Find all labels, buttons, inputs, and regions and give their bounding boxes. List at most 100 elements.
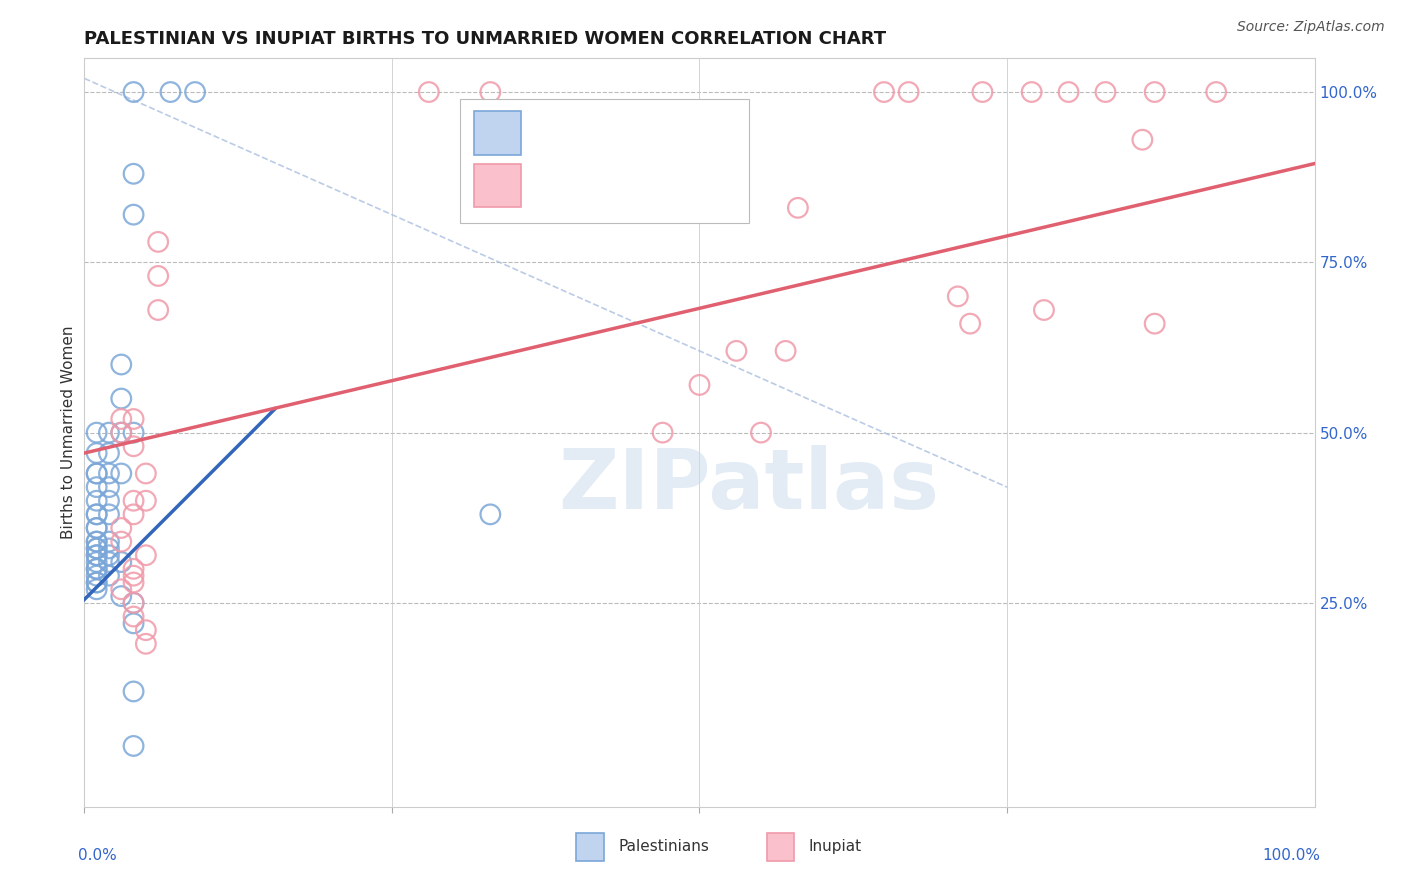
Point bbox=[86, 508, 108, 522]
Point bbox=[479, 508, 502, 522]
Point bbox=[159, 85, 181, 99]
Point bbox=[749, 425, 772, 440]
Point bbox=[110, 589, 132, 603]
Point bbox=[98, 534, 120, 549]
Point bbox=[651, 425, 673, 440]
Point bbox=[122, 596, 145, 610]
Text: Palestinians: Palestinians bbox=[619, 839, 709, 855]
Point bbox=[98, 467, 120, 481]
Point bbox=[148, 303, 170, 318]
Point bbox=[725, 343, 748, 358]
Point bbox=[1033, 303, 1056, 318]
Text: ZIPatlas: ZIPatlas bbox=[558, 444, 939, 525]
Point bbox=[86, 493, 108, 508]
Point bbox=[122, 609, 145, 624]
Point bbox=[959, 317, 981, 331]
Point bbox=[86, 541, 108, 556]
Point bbox=[1130, 133, 1153, 147]
Text: Source: ZipAtlas.com: Source: ZipAtlas.com bbox=[1237, 20, 1385, 34]
Point bbox=[1205, 85, 1227, 99]
FancyBboxPatch shape bbox=[768, 833, 794, 861]
Point bbox=[86, 575, 108, 590]
Point bbox=[135, 623, 157, 637]
Point bbox=[418, 85, 440, 99]
Point bbox=[184, 85, 207, 99]
Point bbox=[135, 467, 157, 481]
Text: R = 0.583: R = 0.583 bbox=[536, 177, 626, 194]
Point bbox=[86, 534, 108, 549]
Point bbox=[86, 555, 108, 569]
Point bbox=[122, 684, 145, 698]
Point bbox=[689, 378, 711, 392]
Point bbox=[98, 446, 120, 460]
Point bbox=[86, 568, 108, 582]
Point bbox=[135, 493, 157, 508]
Point bbox=[122, 439, 145, 453]
FancyBboxPatch shape bbox=[576, 833, 603, 861]
Point bbox=[479, 85, 502, 99]
Text: N = 49: N = 49 bbox=[650, 124, 717, 142]
Point bbox=[98, 508, 120, 522]
Point bbox=[98, 548, 120, 562]
FancyBboxPatch shape bbox=[474, 112, 522, 154]
Point bbox=[1094, 85, 1116, 99]
Point bbox=[110, 392, 132, 406]
Text: N = 44: N = 44 bbox=[650, 177, 717, 194]
Point bbox=[98, 555, 120, 569]
Text: R = 0.189: R = 0.189 bbox=[536, 124, 626, 142]
Point bbox=[135, 548, 157, 562]
Point bbox=[1021, 85, 1043, 99]
Point bbox=[148, 268, 170, 283]
Point bbox=[122, 562, 145, 576]
Point bbox=[110, 425, 132, 440]
Point bbox=[86, 562, 108, 576]
Point bbox=[148, 235, 170, 249]
Point bbox=[86, 562, 108, 576]
Point bbox=[98, 480, 120, 494]
Point bbox=[946, 289, 969, 303]
Point bbox=[122, 568, 145, 582]
Text: PALESTINIAN VS INUPIAT BIRTHS TO UNMARRIED WOMEN CORRELATION CHART: PALESTINIAN VS INUPIAT BIRTHS TO UNMARRI… bbox=[84, 30, 887, 48]
Point bbox=[122, 508, 145, 522]
Point bbox=[110, 555, 132, 569]
Point bbox=[110, 358, 132, 372]
Point bbox=[86, 467, 108, 481]
Point bbox=[122, 85, 145, 99]
Point bbox=[86, 582, 108, 597]
FancyBboxPatch shape bbox=[474, 163, 522, 207]
Point bbox=[897, 85, 920, 99]
Point bbox=[873, 85, 896, 99]
Point bbox=[86, 548, 108, 562]
Point bbox=[122, 596, 145, 610]
Point bbox=[86, 446, 108, 460]
FancyBboxPatch shape bbox=[460, 99, 749, 223]
Point bbox=[86, 508, 108, 522]
Point bbox=[122, 575, 145, 590]
Point bbox=[86, 575, 108, 590]
Text: 0.0%: 0.0% bbox=[79, 848, 117, 863]
Point bbox=[86, 541, 108, 556]
Point bbox=[86, 534, 108, 549]
Point bbox=[775, 343, 797, 358]
Point bbox=[86, 467, 108, 481]
Point bbox=[86, 521, 108, 535]
Text: Inupiat: Inupiat bbox=[808, 839, 862, 855]
Point bbox=[110, 534, 132, 549]
Point bbox=[110, 412, 132, 426]
Point bbox=[122, 493, 145, 508]
Point bbox=[1057, 85, 1080, 99]
Point bbox=[98, 568, 120, 582]
Point bbox=[122, 412, 145, 426]
Point bbox=[110, 425, 132, 440]
Point bbox=[122, 208, 145, 222]
Point bbox=[110, 467, 132, 481]
Text: 100.0%: 100.0% bbox=[1263, 848, 1320, 863]
Point bbox=[122, 425, 145, 440]
Point bbox=[98, 493, 120, 508]
Point bbox=[86, 548, 108, 562]
Point bbox=[86, 425, 108, 440]
Point bbox=[122, 739, 145, 753]
Point bbox=[110, 582, 132, 597]
Point bbox=[122, 167, 145, 181]
Y-axis label: Births to Unmarried Women: Births to Unmarried Women bbox=[60, 326, 76, 540]
